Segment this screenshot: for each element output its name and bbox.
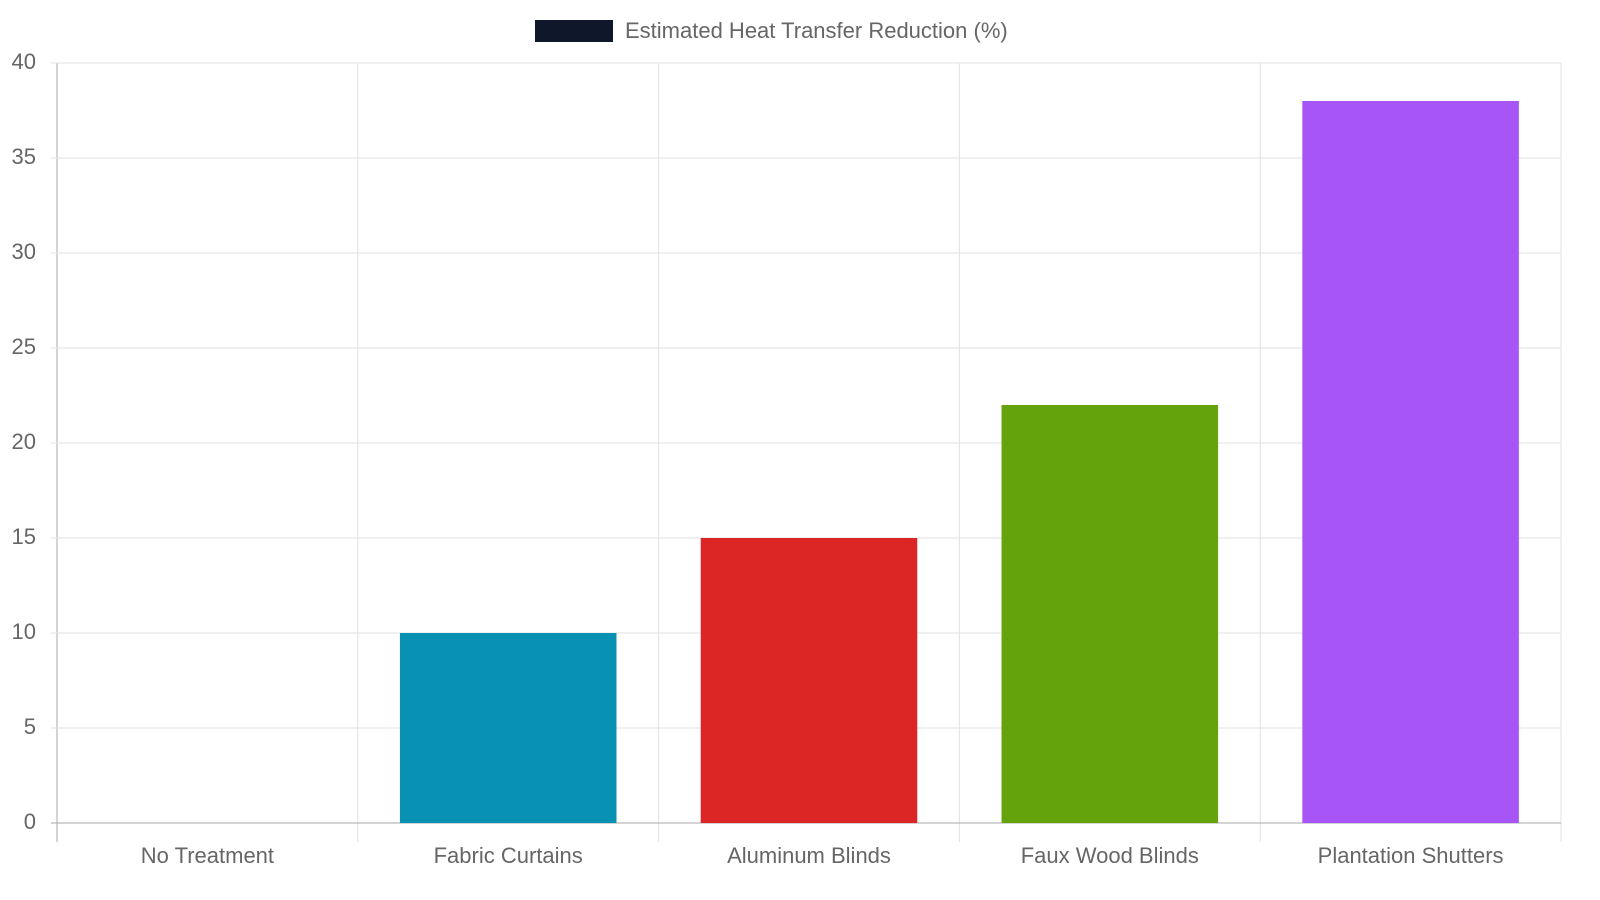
x-tick-label: No Treatment (141, 843, 274, 868)
y-tick-label: 25 (12, 334, 36, 359)
legend-label[interactable]: Estimated Heat Transfer Reduction (%) (625, 18, 1008, 43)
y-tick-label: 15 (12, 524, 36, 549)
bar (1302, 101, 1519, 823)
legend-swatch[interactable] (535, 20, 613, 42)
x-tick-label: Fabric Curtains (434, 843, 583, 868)
y-tick-label: 20 (12, 429, 36, 454)
y-tick-label: 35 (12, 144, 36, 169)
x-tick-label: Aluminum Blinds (727, 843, 891, 868)
y-tick-label: 40 (12, 49, 36, 74)
x-tick-label: Plantation Shutters (1318, 843, 1504, 868)
y-tick-label: 0 (24, 809, 36, 834)
y-tick-label: 10 (12, 619, 36, 644)
x-tick-label: Faux Wood Blinds (1021, 843, 1199, 868)
bar (399, 633, 617, 823)
bar (700, 538, 918, 823)
bar (1001, 405, 1219, 823)
y-tick-label: 30 (12, 239, 36, 264)
y-tick-label: 5 (24, 714, 36, 739)
